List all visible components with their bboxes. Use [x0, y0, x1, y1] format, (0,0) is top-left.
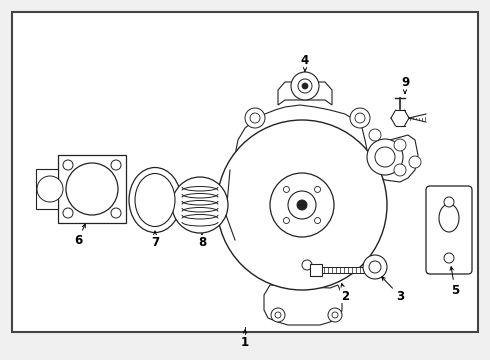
Circle shape — [66, 163, 118, 215]
Circle shape — [332, 312, 338, 318]
Circle shape — [355, 113, 365, 123]
Circle shape — [409, 156, 421, 168]
Circle shape — [217, 120, 387, 290]
Circle shape — [111, 208, 121, 218]
Text: 1: 1 — [241, 336, 249, 348]
Circle shape — [291, 72, 319, 100]
Circle shape — [250, 113, 260, 123]
Circle shape — [369, 129, 381, 141]
Polygon shape — [278, 82, 332, 105]
Circle shape — [444, 197, 454, 207]
Circle shape — [297, 200, 307, 210]
Circle shape — [328, 308, 342, 322]
Polygon shape — [368, 135, 418, 182]
Circle shape — [298, 79, 312, 93]
Circle shape — [315, 217, 320, 224]
Text: 9: 9 — [401, 76, 409, 89]
Circle shape — [369, 261, 381, 273]
Circle shape — [283, 217, 290, 224]
Text: 7: 7 — [151, 235, 159, 248]
Ellipse shape — [439, 204, 459, 232]
Circle shape — [37, 176, 63, 202]
Circle shape — [363, 255, 387, 279]
Circle shape — [245, 108, 265, 128]
Circle shape — [394, 164, 406, 176]
Circle shape — [288, 191, 316, 219]
Text: 2: 2 — [341, 289, 349, 302]
Text: 3: 3 — [396, 289, 404, 302]
Polygon shape — [235, 105, 368, 170]
Circle shape — [394, 139, 406, 151]
Circle shape — [444, 253, 454, 263]
Bar — [12, 12, 478, 332]
Polygon shape — [264, 285, 342, 325]
Bar — [58, 155, 126, 223]
Circle shape — [270, 173, 334, 237]
Circle shape — [367, 139, 403, 175]
Bar — [310, 264, 322, 276]
FancyBboxPatch shape — [426, 186, 472, 274]
Circle shape — [63, 208, 73, 218]
Bar — [36, 169, 58, 209]
Bar — [322, 267, 365, 273]
Circle shape — [375, 147, 395, 167]
Circle shape — [350, 108, 370, 128]
Circle shape — [63, 160, 73, 170]
Circle shape — [172, 177, 228, 233]
Circle shape — [275, 312, 281, 318]
Text: 6: 6 — [74, 234, 82, 247]
Circle shape — [111, 160, 121, 170]
Ellipse shape — [135, 174, 175, 226]
Circle shape — [283, 186, 290, 193]
Circle shape — [302, 83, 308, 89]
Text: 4: 4 — [301, 54, 309, 67]
Circle shape — [315, 186, 320, 193]
Ellipse shape — [129, 167, 181, 233]
Circle shape — [302, 260, 312, 270]
Circle shape — [271, 308, 285, 322]
Text: 5: 5 — [451, 284, 459, 297]
Text: 8: 8 — [198, 235, 206, 248]
